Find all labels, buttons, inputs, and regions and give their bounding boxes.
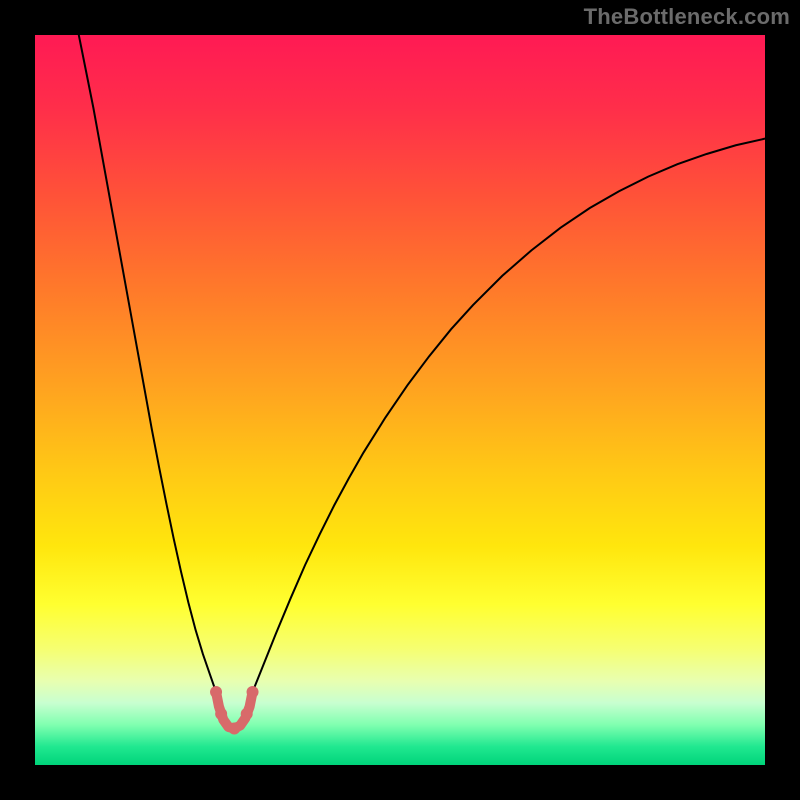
bottleneck-curve-chart <box>35 35 765 765</box>
chart-root: TheBottleneck.com <box>0 0 800 800</box>
watermark-text: TheBottleneck.com <box>584 4 790 30</box>
plot-area <box>35 35 765 765</box>
gradient-background <box>35 35 765 765</box>
